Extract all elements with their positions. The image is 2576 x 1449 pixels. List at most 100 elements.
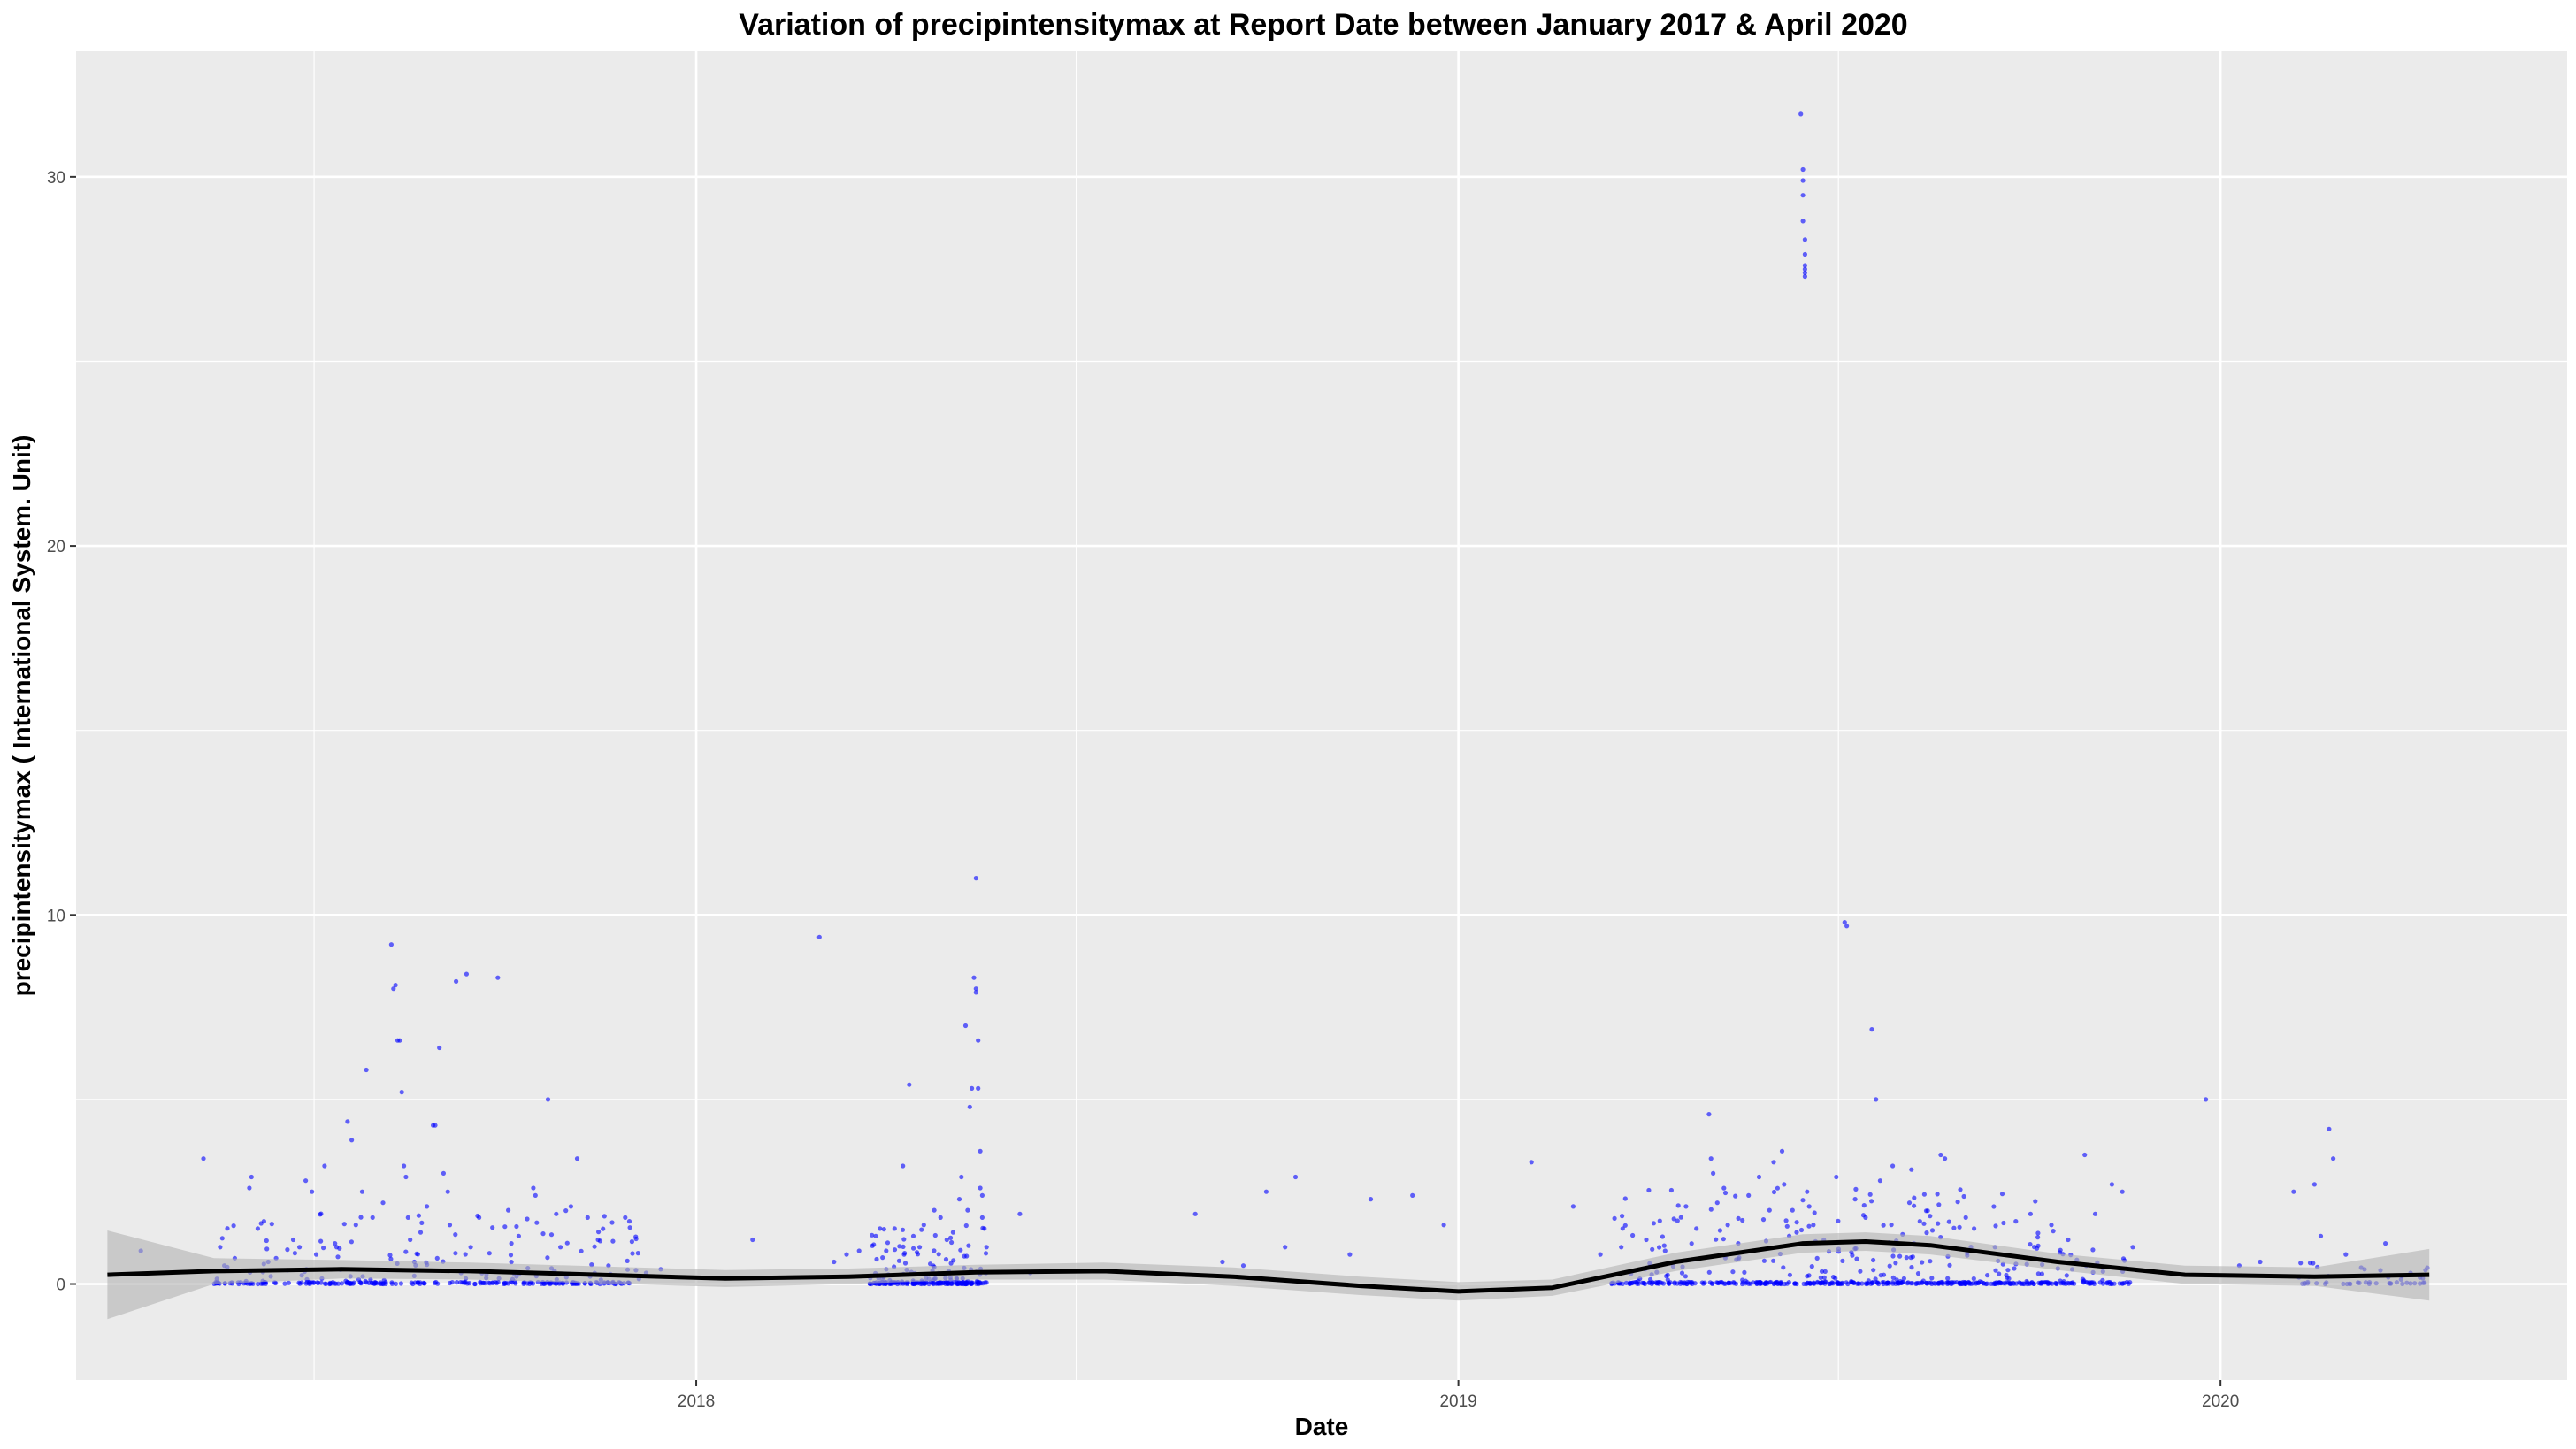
data-point [963, 1223, 969, 1229]
data-point [897, 1244, 902, 1249]
data-point [1877, 1178, 1882, 1184]
data-point [447, 1223, 453, 1228]
data-point [379, 1281, 385, 1286]
data-point [335, 1254, 341, 1260]
data-point [421, 1280, 426, 1285]
data-point [1806, 1204, 1812, 1209]
data-point [334, 1281, 339, 1286]
data-point [2066, 1237, 2071, 1243]
data-point [976, 1038, 981, 1043]
data-point [1802, 251, 1807, 257]
data-point [1951, 1225, 1957, 1230]
data-point [1960, 1281, 1966, 1286]
data-point [2017, 1280, 2022, 1285]
data-point [327, 1281, 333, 1286]
data-point [2033, 1199, 2038, 1204]
data-point [1753, 1280, 1759, 1285]
data-point [1811, 1223, 1816, 1228]
data-point [225, 1226, 230, 1231]
data-point [1708, 1207, 1714, 1212]
data-point [1733, 1193, 1738, 1199]
data-point [979, 1192, 985, 1198]
data-point [1721, 1185, 1727, 1191]
data-point [1917, 1219, 1922, 1224]
data-point [978, 1148, 983, 1154]
data-point [901, 1244, 906, 1249]
data-point [959, 1174, 964, 1180]
data-point [1863, 1281, 1868, 1286]
y-axis-title: precipintensitymax ( International Syste… [8, 435, 35, 997]
data-point [2013, 1219, 2019, 1224]
data-point [1529, 1160, 1534, 1165]
data-point [625, 1258, 630, 1263]
data-point [545, 1097, 551, 1102]
data-point [2091, 1280, 2097, 1285]
data-point [1989, 1281, 1994, 1286]
data-point [318, 1238, 324, 1244]
data-point [482, 1280, 488, 1286]
data-point [1570, 1204, 1576, 1209]
data-point [878, 1226, 883, 1231]
data-point [597, 1238, 603, 1244]
data-point [1871, 1257, 1876, 1263]
data-point [907, 1082, 912, 1087]
data-point [1368, 1197, 1374, 1202]
data-point [816, 934, 822, 939]
data-point [321, 1246, 326, 1251]
data-point [966, 1243, 971, 1248]
data-point [1974, 1281, 1979, 1286]
data-point [1963, 1215, 1968, 1220]
data-point [554, 1211, 559, 1216]
data-point [900, 1227, 906, 1232]
data-point [1844, 1280, 1849, 1285]
data-point [1742, 1269, 1747, 1275]
data-point [1410, 1192, 1415, 1198]
data-point [1794, 1281, 1799, 1287]
data-point [502, 1224, 508, 1230]
data-point [514, 1223, 519, 1230]
data-point [870, 1243, 875, 1248]
data-point [388, 942, 394, 947]
x-tick-label: 2019 [1439, 1392, 1476, 1411]
minor-gridlines [76, 51, 2567, 1380]
data-point [1936, 1202, 1942, 1208]
y-tick-label: 20 [47, 538, 65, 556]
data-point [1722, 1190, 1729, 1196]
data-point [1622, 1223, 1628, 1228]
data-point [1971, 1276, 1976, 1282]
data-point [832, 1259, 837, 1265]
data-point [258, 1221, 264, 1226]
data-point [984, 1245, 989, 1250]
data-point [1993, 1223, 1998, 1229]
data-point [247, 1185, 252, 1191]
x-tick-label: 2020 [2202, 1392, 2239, 1411]
data-point [359, 1189, 364, 1194]
data-point [1622, 1196, 1628, 1201]
data-point [1925, 1208, 1930, 1214]
data-point [556, 1281, 563, 1286]
data-point [493, 1279, 498, 1285]
data-point [971, 975, 977, 980]
data-point [1694, 1226, 1699, 1231]
data-point [884, 1248, 889, 1254]
data-point [962, 1023, 969, 1029]
data-point [1675, 1203, 1681, 1208]
data-point [1657, 1218, 1662, 1223]
data-point [418, 1230, 424, 1235]
data-point [1714, 1237, 1719, 1242]
data-point [1679, 1270, 1685, 1276]
data-point [389, 1281, 395, 1286]
data-point [2318, 1233, 2324, 1238]
data-point [1849, 1278, 1854, 1284]
data-point [978, 1281, 984, 1286]
data-point [434, 1255, 440, 1261]
data-point [880, 1255, 886, 1261]
data-point [349, 1138, 355, 1143]
data-point [1646, 1187, 1652, 1193]
data-point [585, 1215, 590, 1220]
data-point [936, 1281, 941, 1286]
data-point [403, 1249, 409, 1254]
data-point [596, 1230, 602, 1235]
data-point [2025, 1281, 2030, 1287]
data-point [2120, 1281, 2125, 1286]
